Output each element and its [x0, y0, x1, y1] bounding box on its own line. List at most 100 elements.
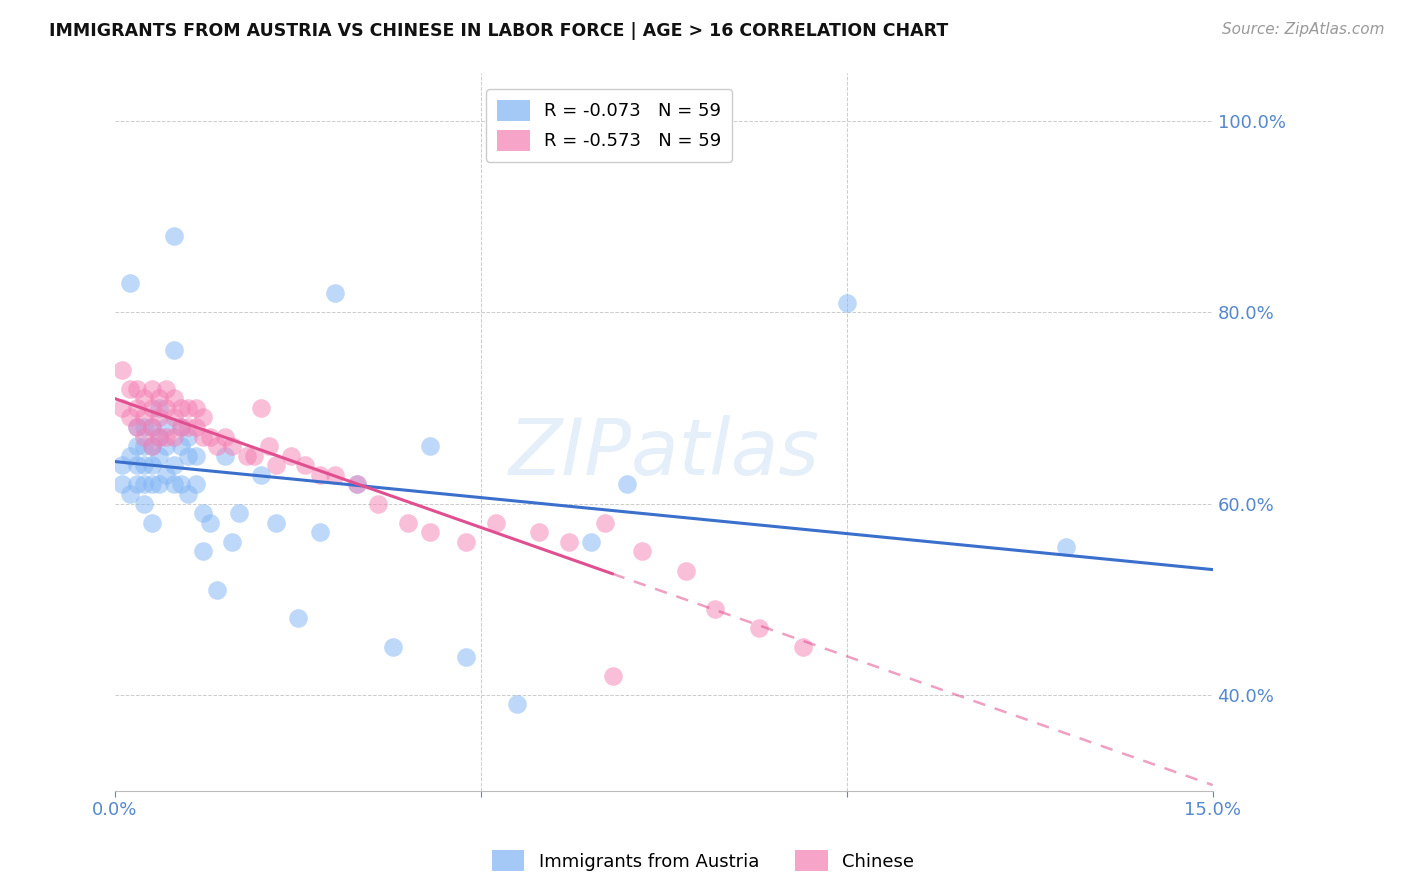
Point [141, 458, 163, 473]
Point [177, 401, 200, 415]
Point [118, 410, 141, 425]
Legend: Immigrants from Austria, Chinese: Immigrants from Austria, Chinese [485, 843, 921, 879]
Point [148, 392, 170, 406]
Point [118, 449, 141, 463]
Point [125, 382, 148, 396]
Point [346, 477, 368, 491]
Point [419, 439, 441, 453]
Point [125, 458, 148, 473]
Text: Source: ZipAtlas.com: Source: ZipAtlas.com [1222, 22, 1385, 37]
Point [141, 516, 163, 530]
Point [396, 516, 419, 530]
Point [134, 439, 156, 453]
Point [616, 477, 638, 491]
Point [155, 401, 177, 415]
Point [221, 534, 243, 549]
Point [111, 477, 134, 491]
Point [162, 458, 184, 473]
Point [579, 534, 602, 549]
Point [184, 477, 207, 491]
Point [382, 640, 405, 654]
Point [207, 439, 229, 453]
Point [191, 506, 214, 520]
Point [456, 534, 478, 549]
Text: IMMIGRANTS FROM AUSTRIA VS CHINESE IN LABOR FORCE | AGE > 16 CORRELATION CHART: IMMIGRANTS FROM AUSTRIA VS CHINESE IN LA… [49, 22, 949, 40]
Point [309, 467, 332, 482]
Point [111, 401, 134, 415]
Point [280, 449, 302, 463]
Point [141, 420, 163, 434]
Point [557, 534, 579, 549]
Point [170, 439, 193, 453]
Point [118, 277, 141, 291]
Point [675, 564, 697, 578]
Point [111, 362, 134, 376]
Point [118, 487, 141, 501]
Point [148, 449, 170, 463]
Point [177, 449, 200, 463]
Point [367, 497, 389, 511]
Point [1054, 540, 1077, 554]
Point [323, 467, 346, 482]
Point [221, 439, 243, 453]
Point [792, 640, 814, 654]
Point [162, 392, 184, 406]
Point [198, 429, 221, 443]
Point [184, 401, 207, 415]
Point [484, 516, 506, 530]
Point [170, 477, 193, 491]
Point [346, 477, 368, 491]
Point [264, 458, 287, 473]
Point [155, 382, 177, 396]
Point [125, 420, 148, 434]
Legend: R = -0.073   N = 59, R = -0.573   N = 59: R = -0.073 N = 59, R = -0.573 N = 59 [486, 89, 733, 161]
Point [631, 544, 654, 558]
Point [162, 429, 184, 443]
Point [184, 449, 207, 463]
Point [141, 439, 163, 453]
Point [456, 649, 478, 664]
Point [162, 477, 184, 491]
Point [134, 410, 156, 425]
Point [287, 611, 309, 625]
Point [134, 458, 156, 473]
Point [148, 477, 170, 491]
Point [125, 477, 148, 491]
Point [155, 420, 177, 434]
Point [835, 295, 858, 310]
Point [250, 401, 273, 415]
Point [250, 467, 273, 482]
Point [529, 525, 551, 540]
Point [748, 621, 770, 635]
Point [177, 420, 200, 434]
Point [125, 439, 148, 453]
Point [155, 429, 177, 443]
Point [177, 429, 200, 443]
Point [191, 544, 214, 558]
Point [602, 669, 624, 683]
Point [148, 429, 170, 443]
Point [148, 410, 170, 425]
Point [155, 467, 177, 482]
Point [141, 382, 163, 396]
Point [177, 487, 200, 501]
Point [214, 429, 236, 443]
Point [134, 392, 156, 406]
Point [155, 439, 177, 453]
Point [125, 401, 148, 415]
Point [257, 439, 280, 453]
Point [207, 582, 229, 597]
Point [170, 401, 193, 415]
Point [170, 420, 193, 434]
Point [162, 228, 184, 243]
Point [184, 420, 207, 434]
Point [125, 420, 148, 434]
Point [198, 516, 221, 530]
Point [191, 410, 214, 425]
Point [595, 516, 617, 530]
Point [264, 516, 287, 530]
Point [214, 449, 236, 463]
Point [148, 429, 170, 443]
Point [243, 449, 266, 463]
Point [235, 449, 257, 463]
